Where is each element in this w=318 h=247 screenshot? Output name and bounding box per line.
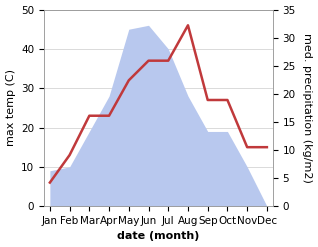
Y-axis label: med. precipitation (kg/m2): med. precipitation (kg/m2)	[302, 33, 313, 183]
X-axis label: date (month): date (month)	[117, 231, 200, 242]
Y-axis label: max temp (C): max temp (C)	[5, 69, 16, 146]
